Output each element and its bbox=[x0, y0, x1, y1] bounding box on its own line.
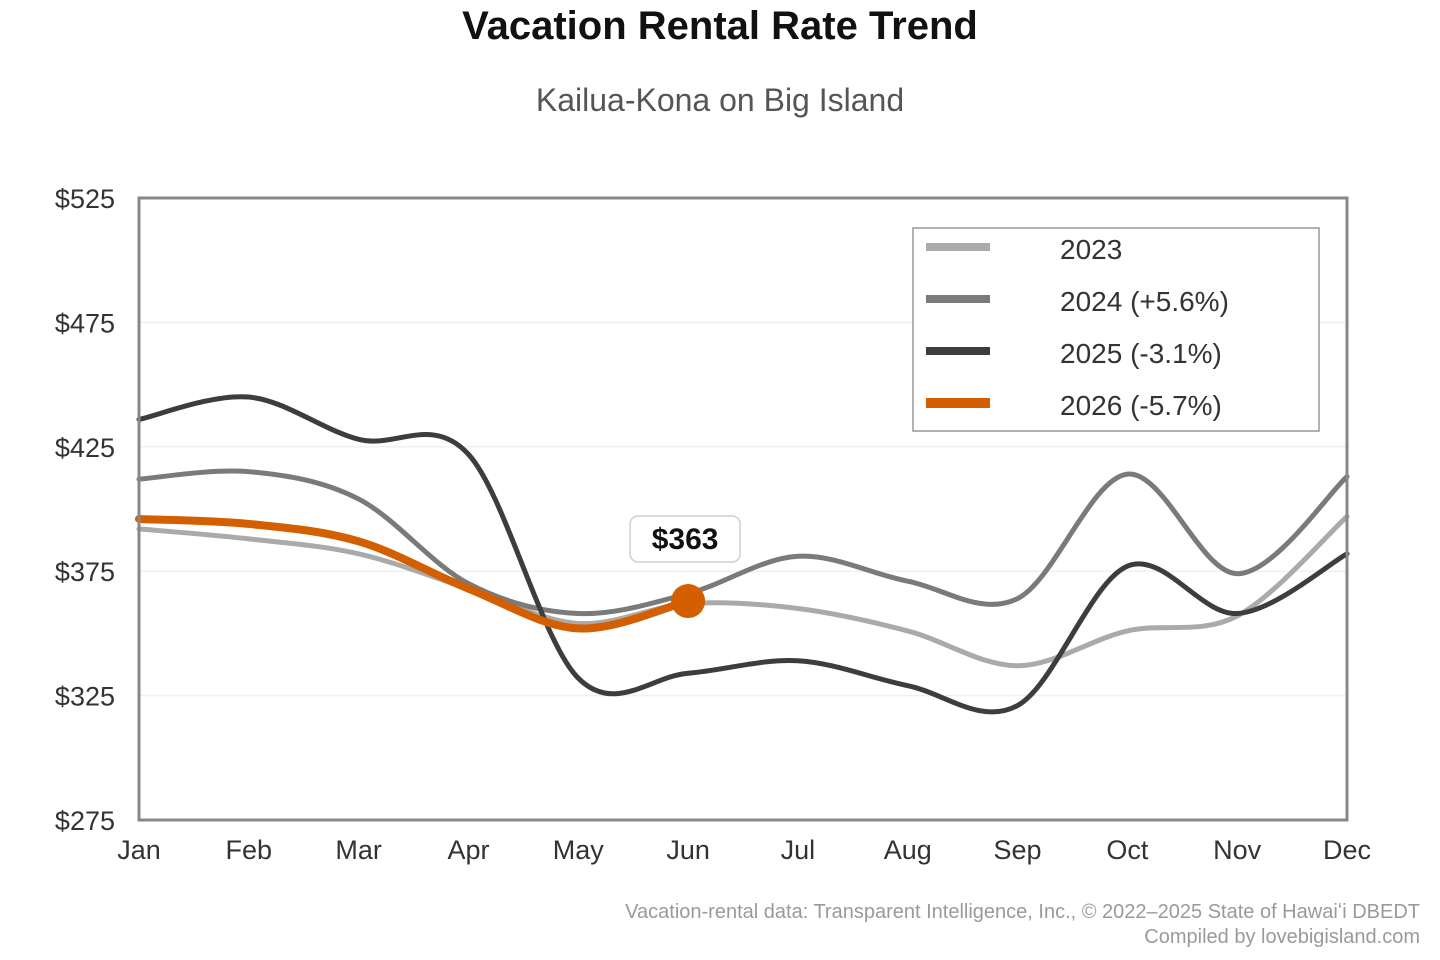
legend-label-3: 2025 (-3.1%) bbox=[1060, 338, 1222, 369]
x-tick-label: Nov bbox=[1213, 835, 1262, 865]
source-footer: Vacation-rental data: Transparent Intell… bbox=[625, 900, 1420, 950]
callout-label: $363 bbox=[652, 523, 719, 556]
x-axis: Jan Feb Mar Apr May Jun Jul Aug Sep Oct Nov Dec bbox=[117, 835, 1371, 865]
x-tick-label: May bbox=[553, 835, 605, 865]
legend-label-1: 2023 bbox=[1060, 234, 1122, 265]
compiled-by: Compiled by lovebigisland.com bbox=[1144, 926, 1420, 948]
y-axis: $275 $325 $375 $425 $475 $525 bbox=[55, 184, 115, 836]
y-tick-label: $425 bbox=[55, 433, 115, 463]
x-tick-label: Aug bbox=[884, 835, 932, 865]
y-tick-label: $475 bbox=[55, 308, 115, 338]
series-line-3 bbox=[136, 394, 1350, 715]
y-tick-label: $525 bbox=[55, 184, 115, 214]
legend-label-2: 2024 (+5.6%) bbox=[1060, 286, 1229, 317]
x-tick-label: Feb bbox=[226, 835, 273, 865]
series-line-1 bbox=[136, 513, 1350, 669]
x-tick-label: Apr bbox=[447, 835, 489, 865]
y-tick-label: $325 bbox=[55, 682, 115, 712]
x-tick-label: Sep bbox=[994, 835, 1042, 865]
x-tick-label: Mar bbox=[335, 835, 382, 865]
x-tick-label: Jul bbox=[781, 835, 816, 865]
series-line-4 bbox=[135, 514, 693, 633]
legend: 2023 2024 (+5.6%) 2025 (-3.1%) 2026 (-5.7%) bbox=[912, 227, 1320, 432]
y-tick-label: $375 bbox=[55, 557, 115, 587]
y-tick-label: $275 bbox=[55, 806, 115, 836]
legend-label-4: 2026 (-5.7%) bbox=[1060, 390, 1222, 421]
plot-frame bbox=[137, 196, 1349, 822]
chart-subtitle: Kailua-Kona on Big Island bbox=[535, 82, 905, 118]
x-tick-label: Dec bbox=[1323, 835, 1371, 865]
x-tick-label: Oct bbox=[1106, 835, 1149, 865]
callout: $363 bbox=[629, 515, 741, 619]
callout-box bbox=[629, 515, 741, 563]
series-lines bbox=[135, 394, 1350, 715]
x-tick-label: Jun bbox=[666, 835, 710, 865]
series-line-2 bbox=[136, 468, 1350, 617]
legend-box bbox=[912, 227, 1320, 432]
x-tick-label: Jan bbox=[117, 835, 161, 865]
chart-title: Vacation Rental Rate Trend bbox=[462, 4, 978, 48]
current-point-marker bbox=[671, 584, 706, 619]
source-credit: Vacation-rental data: Transparent Intell… bbox=[625, 901, 1420, 923]
